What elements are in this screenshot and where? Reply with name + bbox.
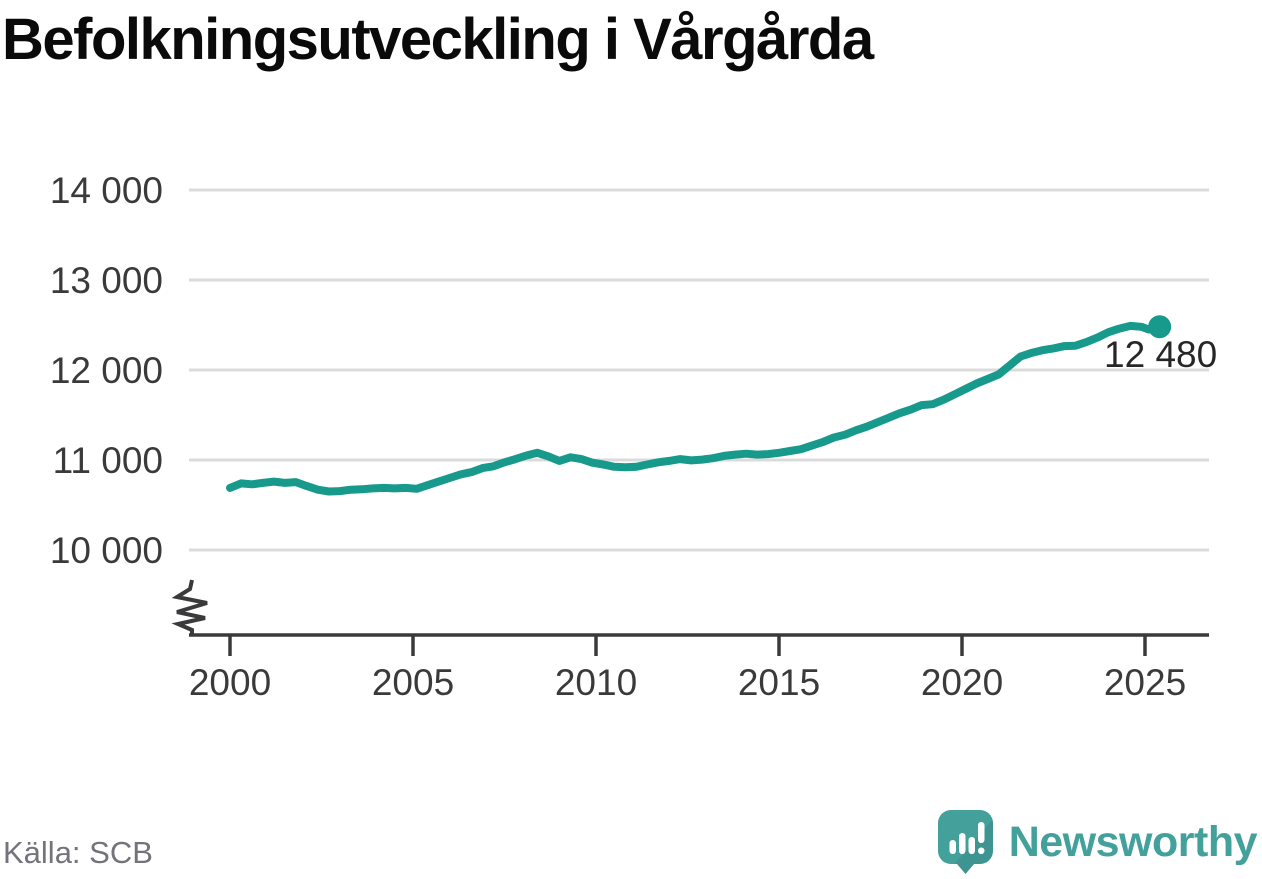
gridlines [189, 188, 1209, 552]
y-tick-label: 11 000 [53, 440, 163, 481]
x-tick-label: 2020 [921, 662, 1003, 703]
x-tick-label: 2010 [555, 662, 637, 703]
page-title: Befolkningsutveckling i Vårgårda [2, 7, 874, 72]
x-axis-tick-labels: 2000 2005 2010 2015 2020 2025 [189, 662, 1186, 703]
x-tick-label: 2015 [738, 662, 820, 703]
y-axis-break-icon [171, 579, 208, 636]
source-note: Källa: SCB [3, 835, 153, 870]
population-series-line [226, 321, 1164, 496]
newsworthy-speech-bubble-chart-icon [937, 810, 993, 874]
newsworthy-wordmark: Newsworthy [1008, 818, 1258, 866]
x-tick-label: 2000 [189, 662, 271, 703]
y-tick-label: 12 000 [50, 350, 163, 391]
end-value-label: 12 480 [1104, 334, 1217, 375]
x-tick-label: 2005 [372, 662, 454, 703]
y-tick-label: 10 000 [50, 530, 163, 571]
y-axis-tick-labels: 10 000 11 000 12 000 13 000 14 000 [50, 170, 163, 571]
y-tick-label: 14 000 [50, 170, 163, 211]
x-tick-label: 2025 [1104, 662, 1186, 703]
newsworthy-logo: Newsworthy [937, 810, 1258, 874]
end-point-marker [1148, 315, 1172, 339]
y-tick-label: 13 000 [50, 260, 163, 301]
x-axis-ticks [228, 635, 1147, 656]
